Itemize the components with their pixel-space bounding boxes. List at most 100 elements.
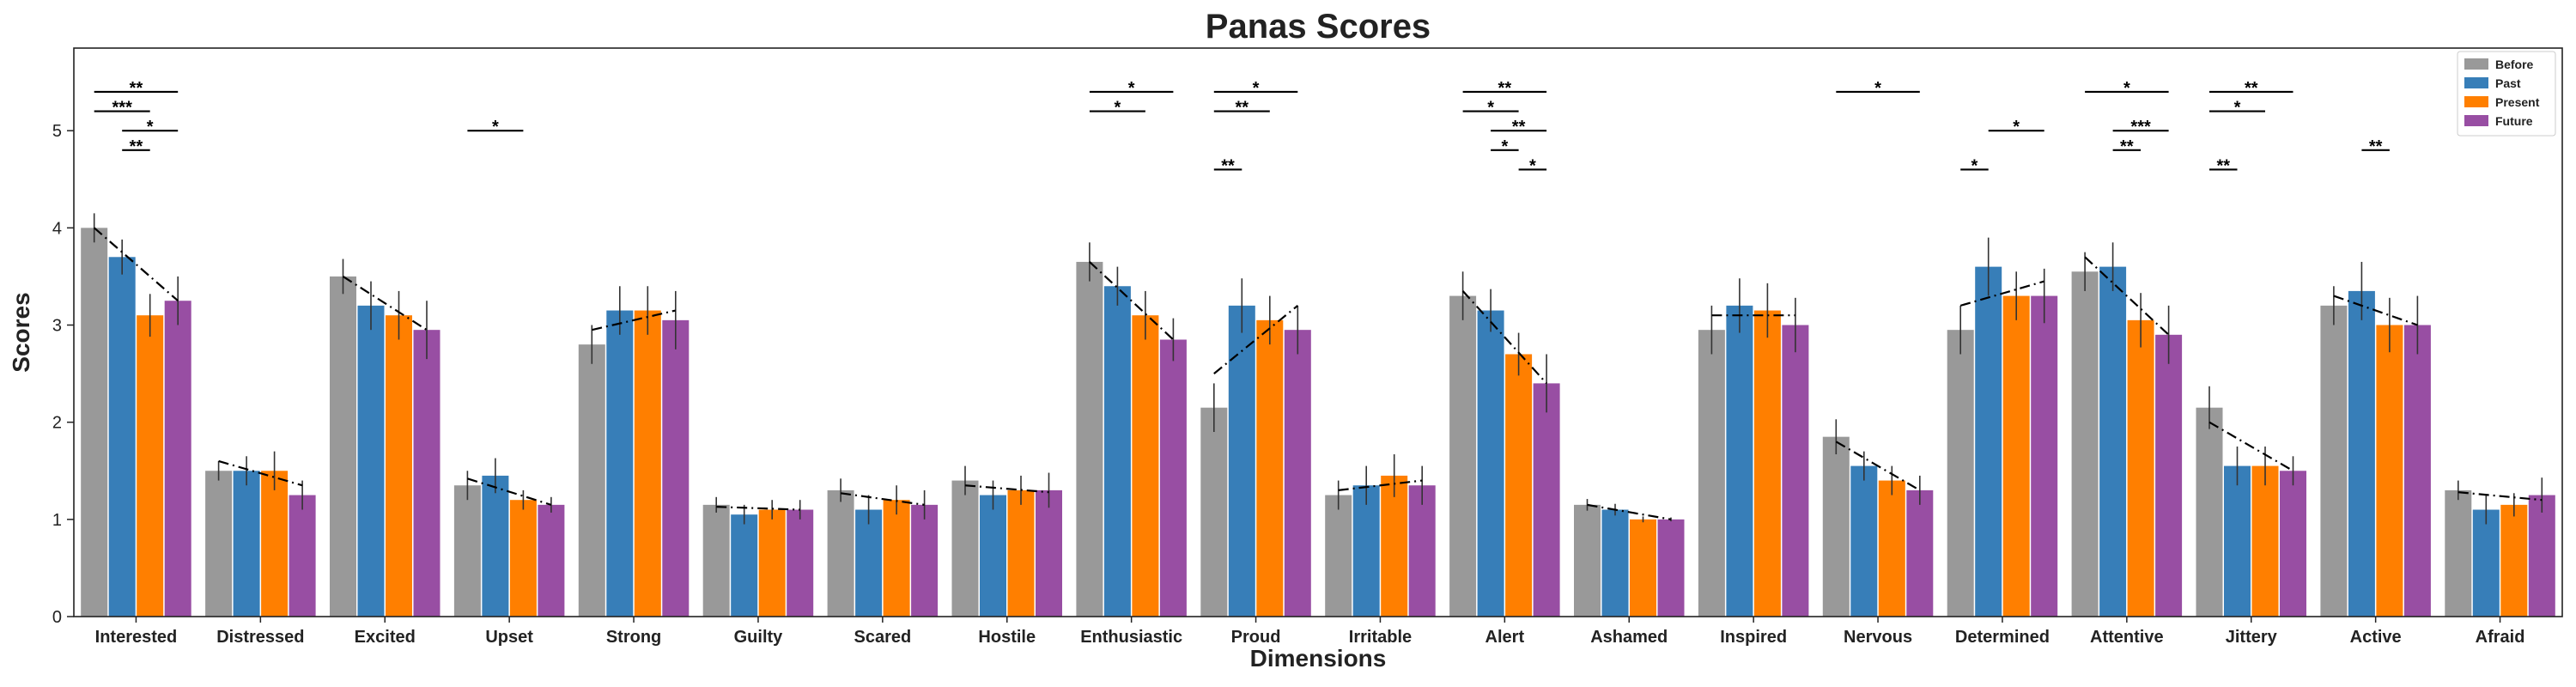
bar-before-guilty [702,504,730,617]
bar-future-active [2403,325,2431,617]
significance-label-attentive: ** [2120,137,2134,156]
significance-label-determined: * [1971,156,1978,175]
significance-label-alert: ** [1498,79,1512,98]
bar-present-distressed [261,471,289,617]
bar-future-alert [1533,383,1560,617]
bar-before-ashamed [1574,504,1601,617]
bar-past-distressed [233,471,260,617]
plot-area: 0 1 2 3 4 5 Interested Distressed Excited Upset St… [52,79,2555,647]
bar-before-active [2320,305,2348,617]
significance-label-interested: ** [130,79,143,98]
bar-before-enthusiastic [1076,261,1103,617]
trend-line-strong [592,309,677,331]
bar-past-attentive [2099,266,2127,617]
x-tick-label-strong: Strong [606,628,661,647]
bar-future-guilty [787,509,814,617]
bar-past-afraid [2472,509,2500,617]
bar-before-alert [1449,295,1477,617]
bar-past-guilty [731,514,758,617]
legend-swatch-future [2464,115,2488,126]
bar-present-inspired [1753,310,1781,617]
bar-before-nervous [1822,436,1850,617]
legend-swatch-past [2464,77,2488,88]
bar-present-upset [509,500,537,617]
bar-present-enthusiastic [1132,315,1159,617]
x-tick-label-nervous: Nervous [1844,628,1912,647]
significance-label-active: ** [2369,137,2383,156]
bar-future-ashamed [1657,519,1685,617]
bar-present-hostile [1007,489,1035,617]
bar-future-jittery [2280,471,2306,617]
x-tick-label-scared: Scared [854,628,911,647]
bar-before-hostile [951,480,979,617]
bar-before-scared [827,489,854,617]
bar-past-strong [606,310,634,617]
significance-label-alert: * [1501,137,1508,156]
bar-present-guilty [758,509,786,617]
bar-future-upset [538,504,565,617]
x-tick-label-distressed: Distressed [216,628,304,647]
x-tick-label-active: Active [2350,628,2402,647]
trend-line-guilty [716,506,800,511]
bar-past-irritable [1352,485,1380,617]
trend-line-jittery [2208,421,2294,472]
bar-before-inspired [1698,330,1725,617]
significance-label-determined: * [2013,118,2020,137]
trend-line-afraid [2458,491,2543,502]
bar-present-excited [386,315,412,617]
bar-past-alert [1477,310,1504,617]
bar-before-strong [578,344,605,617]
bar-present-active [2376,325,2403,617]
bar-future-distressed [289,495,316,617]
significance-label-proud: * [1253,79,1260,98]
legend-label-past: Past [2495,76,2521,90]
bar-before-attentive [2071,271,2099,617]
bar-past-ashamed [1601,509,1629,617]
x-tick-label-enthusiastic: Enthusiastic [1080,628,1182,647]
bar-before-irritable [1325,495,1352,617]
bar-before-interested [81,228,108,617]
significance-label-enthusiastic: * [1115,99,1121,118]
bar-past-excited [357,305,385,617]
trend-line-distressed [218,459,303,487]
x-tick-label-guilty: Guilty [734,628,784,647]
bar-past-active [2348,290,2375,617]
bar-future-hostile [1036,489,1062,617]
x-tick-label-alert: Alert [1485,628,1525,647]
legend-box [2457,51,2556,137]
bar-present-strong [634,310,661,617]
x-tick-label-interested: Interested [95,628,178,647]
trend-line-active [2333,295,2418,326]
bar-present-interested [137,315,164,617]
bar-before-proud [1200,407,1228,617]
significance-label-jittery: ** [2245,79,2258,98]
bar-present-irritable [1381,475,1408,617]
significance-label-alert: * [1529,156,1536,175]
bar-future-strong [662,319,690,617]
bar-before-afraid [2445,489,2472,617]
bar-future-determined [2031,295,2058,617]
trend-line-interested [93,227,179,302]
x-tick-label-irritable: Irritable [1349,628,1412,647]
significance-label-proud: ** [1236,99,1249,118]
bar-past-jittery [2224,465,2251,617]
bar-present-scared [883,500,910,617]
significance-label-upset: * [492,118,499,137]
bar-past-determined [1975,266,2002,617]
bar-past-nervous [1850,465,1878,617]
significance-label-attentive: *** [2130,118,2151,137]
bar-present-determined [2002,295,2030,617]
x-tick-label-excited: Excited [355,628,416,647]
bar-past-scared [855,509,883,617]
bar-present-proud [1256,319,1284,617]
bar-present-nervous [1878,480,1905,617]
bar-future-inspired [1782,325,1809,617]
trend-line-scared [840,492,925,506]
x-tick-label-attentive: Attentive [2090,628,2164,647]
y-tick-label: 0 [52,608,62,627]
bar-future-irritable [1408,485,1436,617]
bar-past-upset [482,475,509,617]
significance-label-interested: * [147,118,154,137]
significance-label-proud: ** [1221,156,1235,175]
bar-past-proud [1228,305,1255,617]
